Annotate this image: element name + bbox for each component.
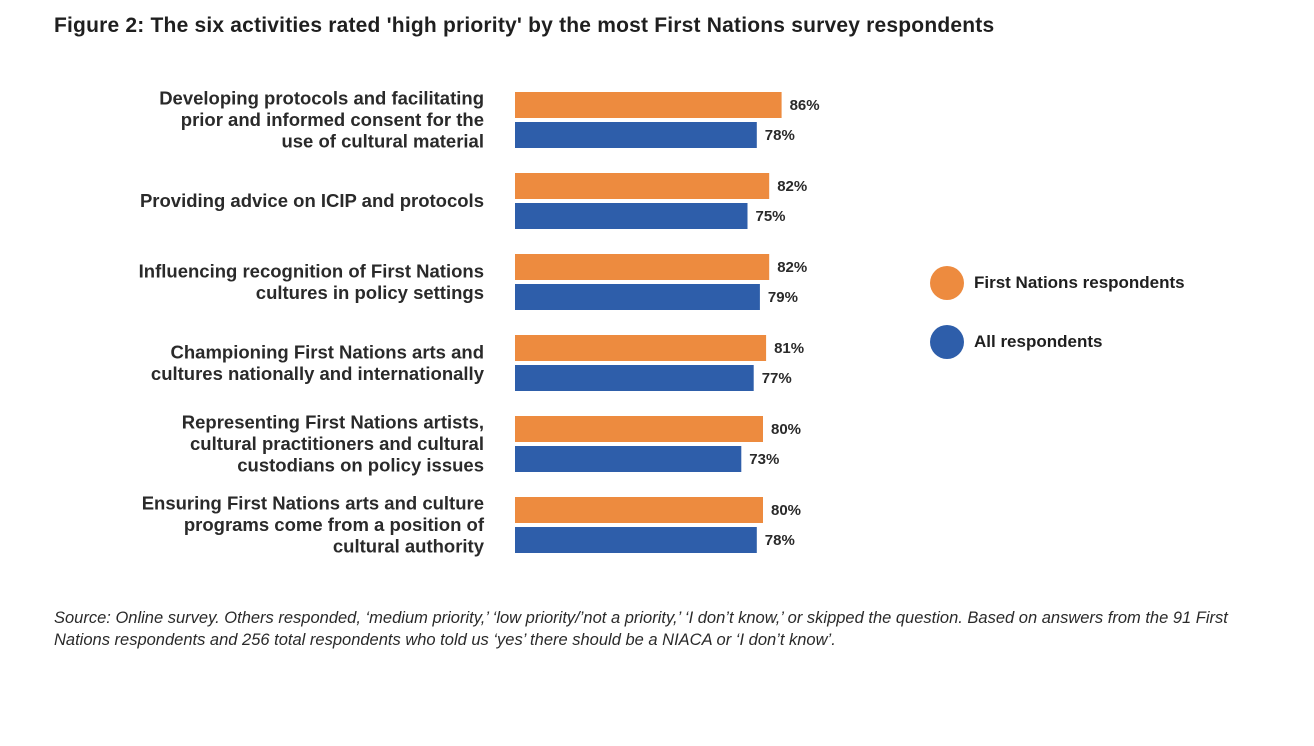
chart-title: Figure 2: The six activities rated 'high… [54, 14, 995, 37]
category-label: Developing protocols and facilitating pri… [159, 88, 484, 152]
value-label: 82% [777, 259, 807, 276]
bar-all-respondents [515, 446, 742, 472]
legend-label-first-nations: First Nations respondents [974, 273, 1185, 292]
bar-chart: Developing protocols and facilitating pri… [139, 88, 820, 557]
value-label: 80% [771, 421, 801, 438]
legend-swatch-all [930, 325, 964, 359]
value-label: 77% [762, 370, 792, 387]
value-label: 82% [777, 178, 807, 195]
legend-item-all: All respondents [930, 325, 1185, 359]
value-label: 78% [765, 532, 795, 549]
bar-all-respondents [515, 365, 754, 391]
value-label: 75% [756, 208, 786, 225]
value-label: 73% [749, 451, 779, 468]
bar-all-respondents [515, 122, 757, 148]
legend-swatch-first-nations [930, 266, 964, 300]
bar-first-nations [515, 92, 782, 118]
value-label: 80% [771, 502, 801, 519]
bar-first-nations [515, 254, 770, 280]
value-label: 86% [790, 97, 820, 114]
bar-first-nations [515, 416, 763, 442]
category-label: Championing First Nations arts and cultur… [151, 341, 485, 384]
legend-label-all: All respondents [974, 332, 1103, 351]
value-label: 81% [774, 340, 804, 357]
legend-item-first-nations: First Nations respondents [930, 266, 1185, 300]
bar-all-respondents [515, 203, 748, 229]
category-label: Ensuring First Nations arts and culture p… [142, 493, 485, 557]
bar-first-nations [515, 173, 770, 199]
bar-all-respondents [515, 284, 760, 310]
source-note: Source: Online survey. Others responded,… [54, 609, 1228, 649]
bar-first-nations [515, 335, 767, 361]
value-label: 78% [765, 127, 795, 144]
bar-all-respondents [515, 527, 757, 553]
category-label: Providing advice on ICIP and protocols [140, 190, 484, 211]
bar-first-nations [515, 497, 763, 523]
category-label: Representing First Nations artists, cultu… [182, 412, 484, 476]
legend: First Nations respondents All respondent… [930, 266, 1185, 384]
category-label: Influencing recognition of First Nations… [139, 260, 484, 303]
value-label: 79% [768, 289, 798, 306]
